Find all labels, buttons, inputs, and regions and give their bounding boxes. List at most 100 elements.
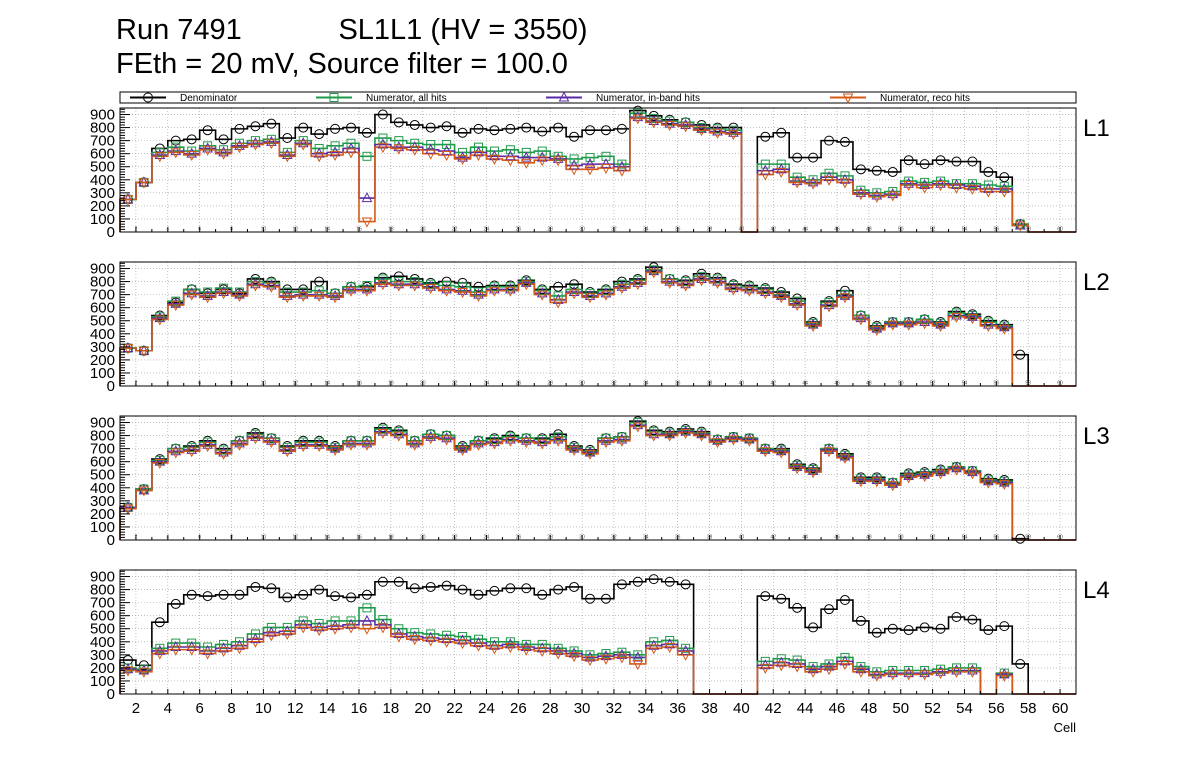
y-tick-label: 800 bbox=[90, 274, 115, 291]
data-point bbox=[600, 593, 611, 604]
data-point bbox=[760, 159, 770, 169]
data-point bbox=[520, 151, 532, 162]
data-point bbox=[266, 434, 277, 445]
data-point bbox=[425, 143, 437, 154]
x-tick-label: 32 bbox=[611, 227, 617, 233]
data-point bbox=[520, 280, 532, 291]
data-point bbox=[935, 469, 946, 480]
data-point bbox=[791, 178, 803, 189]
data-point bbox=[951, 667, 962, 678]
data-point bbox=[791, 175, 803, 186]
data-point bbox=[616, 433, 628, 444]
y-tick-label: 200 bbox=[90, 352, 115, 369]
data-point bbox=[314, 619, 324, 629]
data-point bbox=[856, 662, 866, 672]
y-tick-label: 300 bbox=[90, 185, 115, 202]
data-point bbox=[473, 291, 484, 303]
x-tick-label: 46 bbox=[834, 535, 840, 541]
data-point bbox=[170, 297, 182, 308]
series-line bbox=[119, 112, 1076, 233]
data-point bbox=[632, 280, 644, 291]
x-tick-label: 18 bbox=[388, 227, 394, 233]
data-point bbox=[728, 432, 739, 443]
data-point bbox=[855, 186, 867, 197]
data-point bbox=[569, 131, 580, 142]
data-point bbox=[903, 317, 915, 328]
x-tick-label: 26 bbox=[516, 381, 522, 387]
data-point bbox=[887, 667, 899, 678]
data-point bbox=[361, 437, 373, 448]
data-point bbox=[823, 665, 835, 676]
data-point bbox=[887, 191, 899, 202]
x-tick-label: 34 bbox=[637, 700, 654, 717]
data-point bbox=[855, 315, 867, 326]
x-tick-label: 60 bbox=[1057, 381, 1063, 387]
x-tick-label: 40 bbox=[739, 381, 745, 387]
data-point bbox=[409, 119, 420, 130]
data-point bbox=[648, 644, 660, 655]
data-point bbox=[425, 434, 437, 445]
data-point bbox=[792, 152, 803, 163]
x-tick-label: 44 bbox=[802, 381, 808, 387]
data-point bbox=[696, 428, 707, 439]
data-point bbox=[234, 288, 245, 299]
data-point bbox=[935, 623, 946, 634]
data-point bbox=[600, 125, 611, 136]
data-point bbox=[887, 670, 899, 681]
y-tick-label: 200 bbox=[90, 198, 115, 215]
data-point bbox=[520, 645, 532, 656]
y-tick-label: 700 bbox=[90, 441, 115, 458]
data-point bbox=[281, 293, 293, 304]
data-point bbox=[632, 114, 644, 125]
data-point bbox=[218, 134, 229, 145]
data-point bbox=[887, 477, 899, 488]
data-point bbox=[728, 126, 739, 137]
data-point bbox=[759, 289, 771, 300]
data-point bbox=[871, 192, 883, 203]
x-tick-label: 12 bbox=[292, 227, 298, 233]
data-point bbox=[313, 152, 325, 163]
data-point bbox=[616, 579, 627, 590]
data-point bbox=[426, 629, 436, 639]
data-point bbox=[441, 637, 452, 648]
data-point bbox=[441, 121, 452, 132]
data-point bbox=[712, 434, 723, 445]
data-point bbox=[632, 419, 644, 430]
data-point bbox=[186, 150, 198, 162]
data-point bbox=[903, 320, 915, 331]
data-point bbox=[792, 602, 803, 613]
data-point bbox=[553, 584, 564, 595]
data-point bbox=[234, 440, 245, 451]
data-point bbox=[329, 624, 341, 635]
data-point bbox=[458, 147, 468, 157]
data-point bbox=[855, 615, 866, 626]
data-point bbox=[442, 140, 452, 150]
x-tick-label: 40 bbox=[739, 227, 745, 233]
data-point bbox=[951, 611, 962, 622]
data-point bbox=[281, 443, 293, 454]
data-point bbox=[807, 468, 819, 479]
data-point bbox=[919, 319, 930, 330]
data-point bbox=[903, 469, 915, 481]
x-tick-label: 60 bbox=[1057, 227, 1063, 233]
data-point bbox=[919, 183, 930, 194]
data-point bbox=[219, 639, 229, 649]
data-point bbox=[823, 447, 835, 458]
data-point bbox=[203, 642, 213, 652]
data-point bbox=[998, 321, 1010, 332]
data-point bbox=[632, 111, 644, 122]
data-point bbox=[489, 585, 500, 596]
data-point bbox=[855, 477, 867, 488]
data-point bbox=[775, 167, 787, 179]
data-point bbox=[839, 289, 851, 300]
data-point bbox=[457, 442, 468, 453]
data-point bbox=[361, 217, 373, 228]
data-point bbox=[536, 646, 548, 657]
data-point bbox=[250, 137, 261, 148]
data-point bbox=[154, 617, 165, 628]
y-tick-label: 100 bbox=[90, 365, 115, 382]
data-point bbox=[998, 668, 1010, 679]
